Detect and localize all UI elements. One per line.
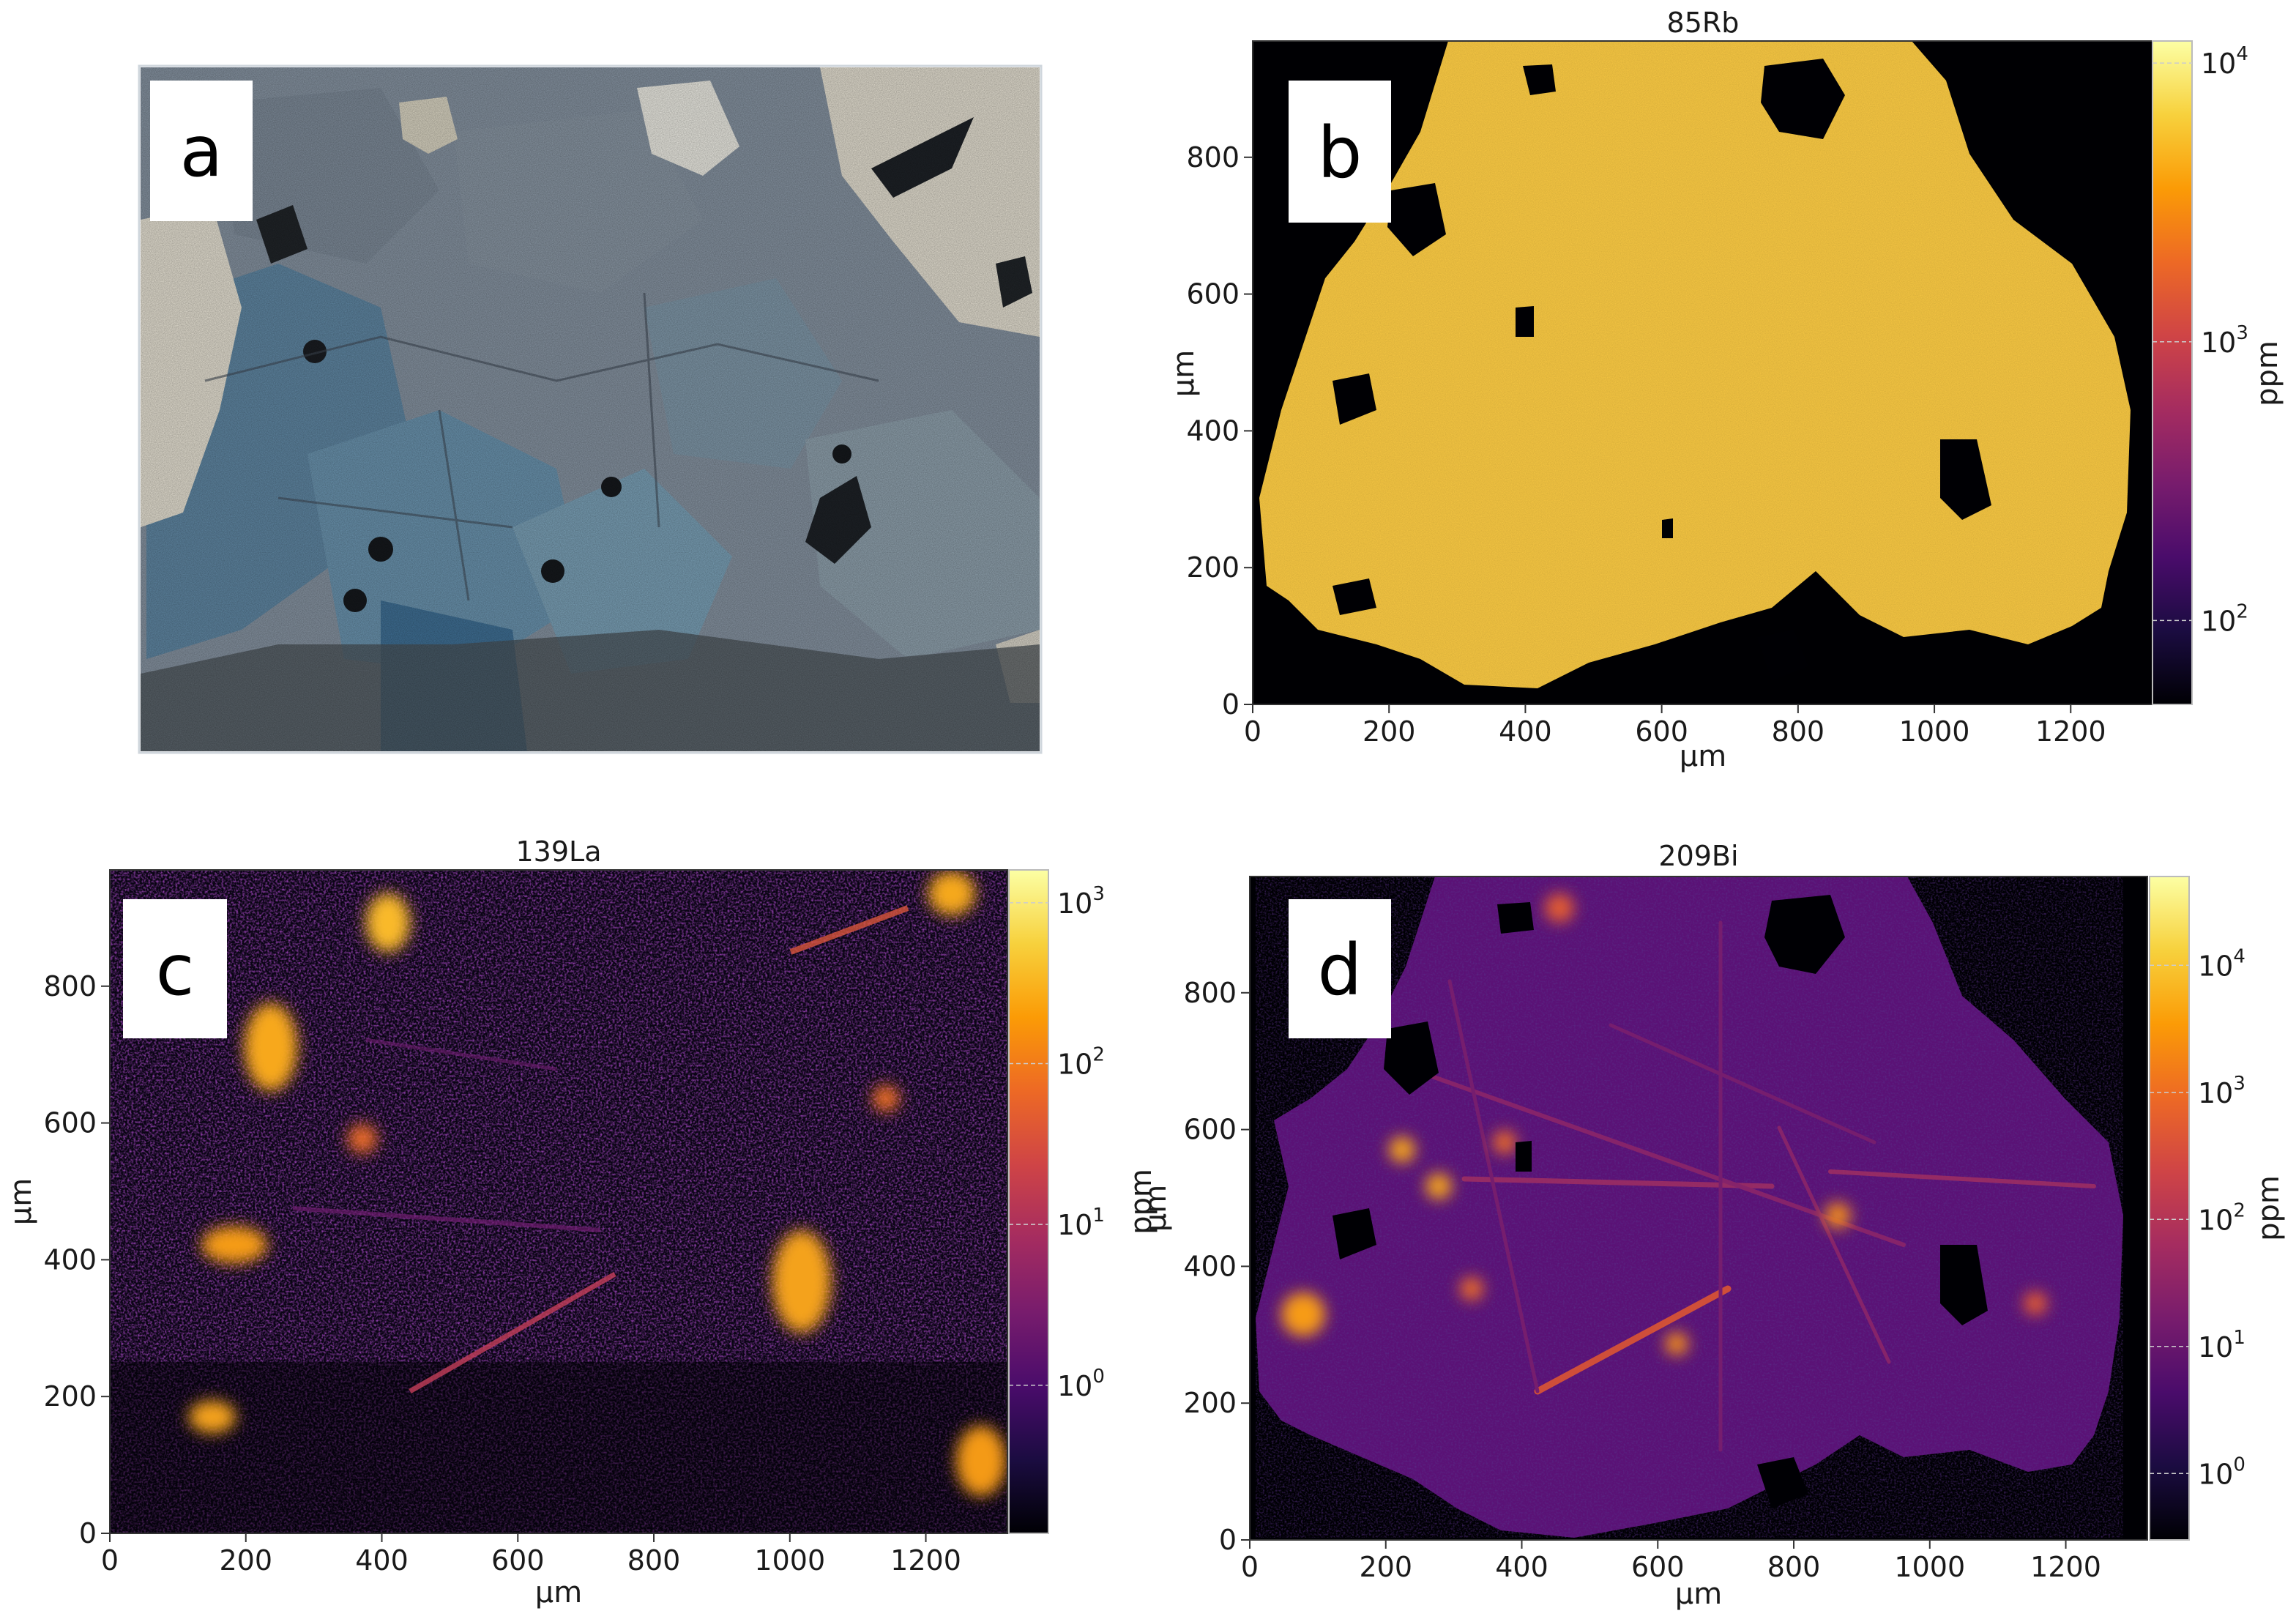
y-tick-label-d-2: 400 [1183, 1250, 1237, 1282]
x-tick-label-d-3: 600 [1631, 1551, 1685, 1583]
x-tick-label-d-0: 0 [1241, 1551, 1259, 1583]
x-tick-label-b-1: 200 [1363, 715, 1416, 748]
panel-d: 209Bi [1139, 840, 2286, 1611]
panel-c: 139La 0 200 400 600 800 1000 [4, 835, 1158, 1609]
y-tick-label-d-0: 0 [1219, 1524, 1237, 1556]
panel-letter-box-a [150, 81, 253, 221]
colorbar-gradient-b [2152, 40, 2193, 705]
y-tick-label-b-2: 400 [1186, 414, 1240, 447]
y-axis-label-c: µm [4, 1178, 38, 1225]
panel-letter-box-b [1289, 81, 1391, 223]
x-axis-b: 0 200 400 600 800 1000 1200 [1244, 704, 2106, 748]
colorbar-label-c: ppm [1125, 1169, 1158, 1235]
y-tick-label-c-3: 600 [43, 1107, 97, 1139]
y-axis-b: 0 200 400 600 800 [1186, 141, 1253, 721]
x-tick-label-d-1: 200 [1359, 1551, 1412, 1583]
cbar-tick-label-d-4: 104 [2198, 945, 2245, 982]
x-tick-label-c-5: 1000 [754, 1544, 825, 1577]
cbar-tick-label-d-0: 100 [2198, 1454, 2245, 1490]
heatmap-d [1250, 877, 2147, 1540]
cbar-tick-label-b-2: 104 [2201, 43, 2248, 80]
panel-b: 85Rb 0 200 400 600 800 1000 1200 0 200 400 600 800… [1167, 7, 2284, 773]
y-axis-d: 0 200 400 600 800 [1183, 977, 1250, 1556]
thin-section-image [141, 67, 1040, 751]
panel-letter-b: b [1318, 112, 1363, 194]
x-tick-label-b-5: 1000 [1899, 715, 1970, 748]
colorbar-label-d: ppm [2252, 1175, 2286, 1241]
cbar-tick-label-b-0: 102 [2201, 600, 2248, 637]
panel-letter-box-c [123, 899, 227, 1038]
chart-title-d: 209Bi [1658, 840, 1738, 872]
y-axis-label-d: µm [1139, 1185, 1173, 1232]
x-tick-label-c-4: 800 [627, 1544, 681, 1577]
x-tick-label-c-2: 400 [355, 1544, 409, 1577]
colorbar-gradient-d [2149, 876, 2190, 1541]
cbar-tick-label-c-2: 102 [1057, 1043, 1105, 1080]
y-tick-label-d-3: 600 [1183, 1114, 1237, 1146]
y-tick-label-b-3: 600 [1186, 278, 1240, 310]
x-tick-label-d-5: 1000 [1894, 1551, 1965, 1583]
x-tick-label-d-2: 400 [1495, 1551, 1548, 1583]
x-axis-label-b: µm [1680, 740, 1726, 773]
x-axis-d: 0 200 400 600 800 1000 1200 [1241, 1540, 2101, 1583]
x-tick-label-c-3: 600 [491, 1544, 545, 1577]
y-tick-label-b-4: 800 [1186, 141, 1240, 174]
panel-letter-d: d [1318, 929, 1363, 1011]
cbar-tick-label-d-1: 101 [2198, 1327, 2245, 1363]
x-tick-label-b-2: 400 [1499, 715, 1552, 748]
x-tick-label-b-4: 800 [1772, 715, 1825, 748]
chart-title-c: 139La [516, 835, 602, 868]
colorbar-c: 100 101 102 103 [1008, 869, 1105, 1534]
y-tick-label-b-1: 200 [1186, 551, 1240, 584]
x-axis-label-c: µm [535, 1576, 582, 1609]
heatmap-b [1253, 41, 2152, 704]
x-tick-label-c-0: 0 [101, 1544, 119, 1577]
x-tick-label-b-0: 0 [1244, 715, 1261, 748]
panel-letter-box-d [1289, 899, 1391, 1038]
x-axis-c: 0 200 400 600 800 1000 1200 [101, 1533, 961, 1577]
cbar-tick-label-d-3: 103 [2198, 1073, 2245, 1109]
x-tick-label-d-4: 800 [1767, 1551, 1821, 1583]
y-tick-label-c-1: 200 [43, 1380, 97, 1413]
chart-title-b: 85Rb [1667, 7, 1740, 39]
colorbar-d: 100 101 102 103 104 [2149, 876, 2245, 1541]
y-tick-label-c-4: 800 [43, 970, 97, 1002]
panel-letter-a: a [180, 111, 223, 193]
cbar-tick-label-c-1: 101 [1057, 1205, 1105, 1241]
y-axis-label-b: µm [1167, 350, 1201, 397]
cbar-tick-label-b-1: 103 [2201, 322, 2248, 359]
panel-a: a [138, 64, 1043, 754]
x-tick-label-c-6: 1200 [890, 1544, 961, 1577]
x-axis-label-d: µm [1675, 1577, 1722, 1611]
colorbar-b: 102 103 104 [2152, 40, 2248, 705]
cbar-tick-label-c-0: 100 [1057, 1366, 1105, 1402]
colorbar-gradient-c [1008, 869, 1049, 1534]
y-tick-label-d-1: 200 [1183, 1387, 1237, 1419]
x-tick-label-b-6: 1200 [2035, 715, 2106, 748]
y-tick-label-b-0: 0 [1222, 688, 1240, 721]
y-axis-c: 0 200 400 600 800 [43, 970, 110, 1549]
x-tick-label-c-1: 200 [219, 1544, 272, 1577]
colorbar-label-b: ppm [2251, 340, 2284, 406]
x-tick-label-b-3: 600 [1635, 715, 1688, 748]
y-tick-label-c-0: 0 [79, 1517, 97, 1549]
y-tick-label-d-4: 800 [1183, 977, 1237, 1009]
cbar-tick-label-c-3: 103 [1057, 883, 1105, 920]
heatmap-c [110, 870, 1007, 1533]
cbar-tick-label-d-2: 102 [2198, 1199, 2245, 1236]
panel-letter-c: c [156, 929, 195, 1011]
x-tick-label-d-6: 1200 [2030, 1551, 2101, 1583]
y-tick-label-c-2: 400 [43, 1243, 97, 1276]
